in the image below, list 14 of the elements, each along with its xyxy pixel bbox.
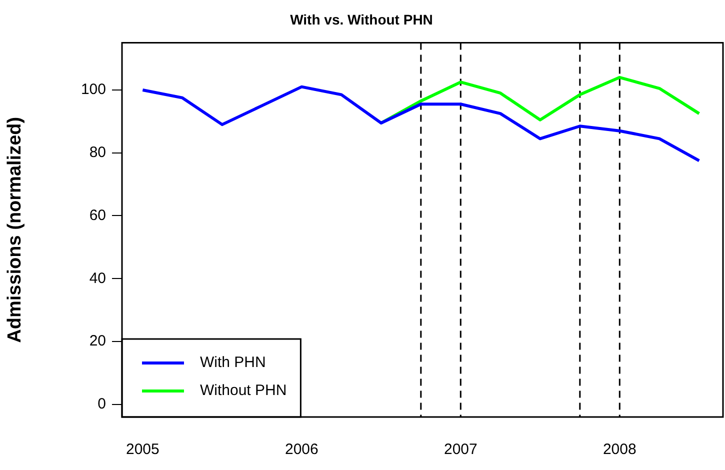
x-tick-label: 2006 xyxy=(284,441,318,458)
y-tick-label: 40 xyxy=(89,270,106,287)
y-tick-label: 0 xyxy=(98,396,106,413)
y-tick-label: 100 xyxy=(80,81,106,98)
x-tick-label: 2005 xyxy=(126,441,160,458)
x-tick-label: 2007 xyxy=(444,441,478,458)
x-tick-label: 2008 xyxy=(602,441,636,458)
y-tick-label: 80 xyxy=(89,144,106,161)
y-tick-label: 20 xyxy=(89,332,106,350)
legend-label: Without PHN xyxy=(200,382,287,400)
legend-label: With PHN xyxy=(200,354,266,372)
y-tick-label: 60 xyxy=(89,206,106,224)
chart-title: With vs. Without PHN xyxy=(290,11,433,28)
y-axis-title: Admissions (normalized) xyxy=(4,116,26,343)
